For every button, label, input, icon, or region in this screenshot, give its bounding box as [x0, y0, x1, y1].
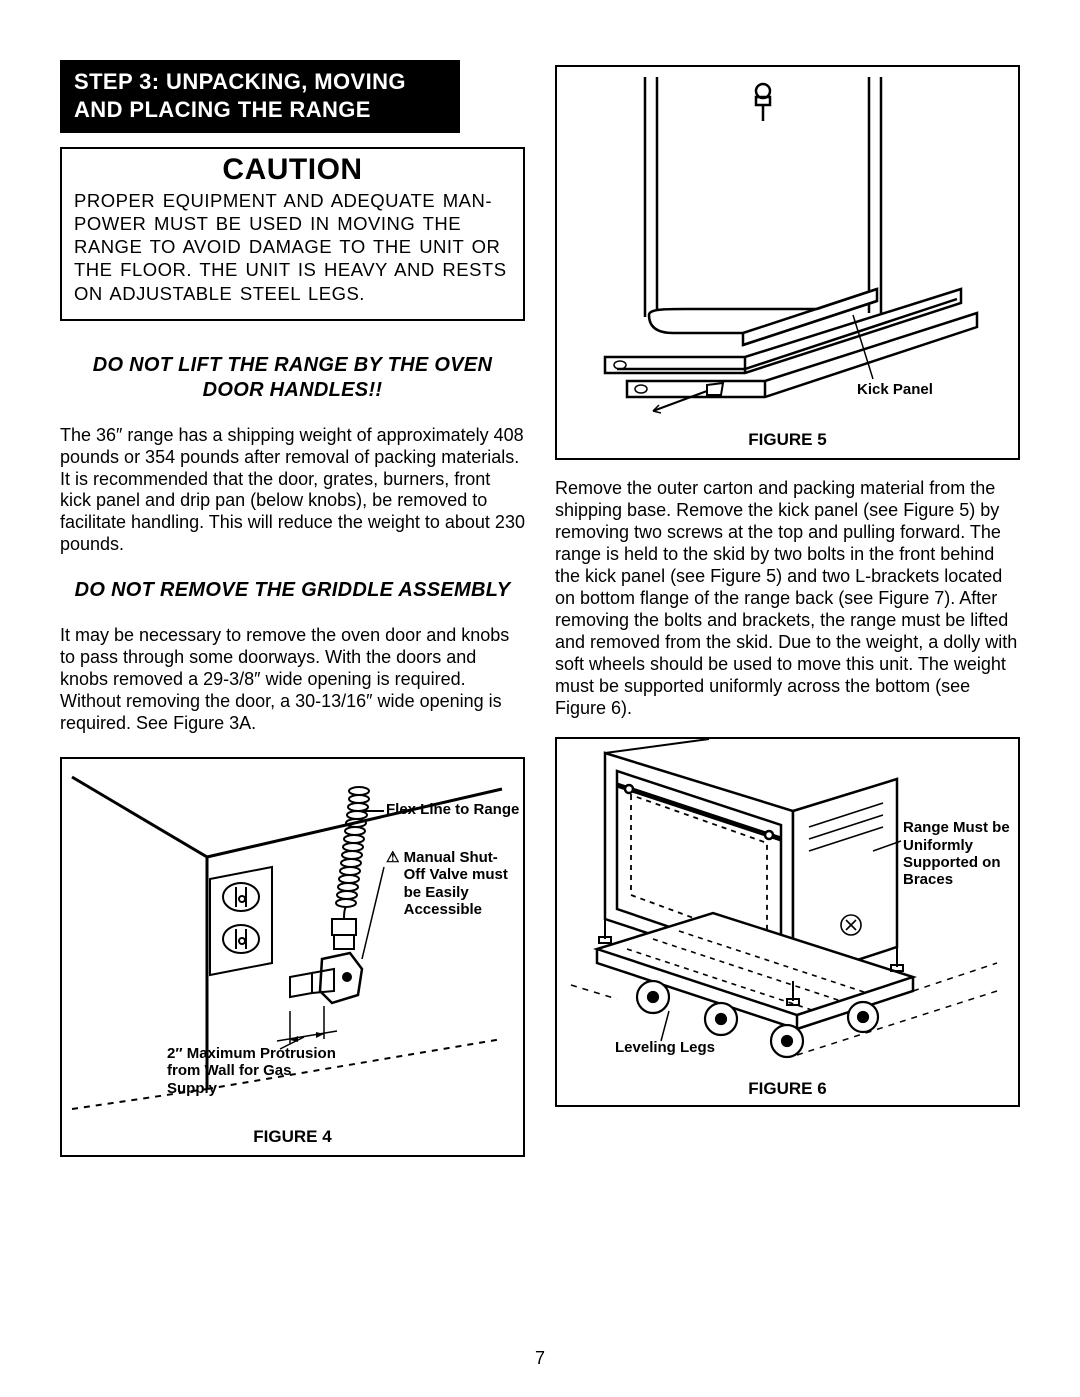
fig6-ann-support: Range Must be Uniformly Supported on Bra… [903, 819, 1013, 888]
fig5-caption: FIGURE 5 [557, 430, 1018, 450]
caution-box: CAUTION PROPER EQUIPMENT AND ADEQUATE MA… [60, 147, 525, 321]
figure-5: Kick Panel FIGURE 5 [555, 65, 1020, 460]
two-column-layout: STEP 3: UNPACKING, MOVING AND PLACING TH… [60, 60, 1020, 1157]
warning-icon: ⚠ [386, 849, 399, 866]
caution-title: CAUTION [74, 153, 511, 187]
warning-do-not-lift: DO NOT LIFT THE RANGE BY THE OVEN DOOR H… [60, 353, 525, 403]
figure-5-svg [557, 67, 1017, 432]
fig6-caption: FIGURE 6 [557, 1079, 1018, 1099]
fig4-ann-flex: Flex Line to Range [386, 801, 519, 818]
right-column: Kick Panel FIGURE 5 Remove the outer car… [555, 60, 1020, 1157]
figure-6-svg [557, 739, 1017, 1079]
figure-4: Flex Line to Range ⚠ Manual Shut-Off Val… [60, 757, 525, 1157]
paragraph-doorway-width: It may be necessary to remove the oven d… [60, 625, 525, 735]
left-column: STEP 3: UNPACKING, MOVING AND PLACING TH… [60, 60, 525, 1157]
paragraph-shipping-weight: The 36″ range has a shipping weight of a… [60, 425, 525, 557]
caution-body: PROPER EQUIPMENT AND ADEQUATE MAN-POWER … [74, 189, 511, 305]
step-banner: STEP 3: UNPACKING, MOVING AND PLACING TH… [60, 60, 460, 133]
fig4-ann-valve: Manual Shut-Off Valve must be Easily Acc… [404, 849, 512, 918]
figure-6: Range Must be Uniformly Supported on Bra… [555, 737, 1020, 1107]
fig4-ann-protrusion: 2″ Maximum Protrusion from Wall for Gas … [167, 1045, 337, 1097]
fig4-caption: FIGURE 4 [62, 1127, 523, 1147]
warning-do-not-remove-griddle: DO NOT REMOVE THE GRIDDLE ASSEMBLY [60, 578, 525, 603]
page-number: 7 [0, 1348, 1080, 1369]
fig6-ann-legs: Leveling Legs [615, 1039, 715, 1056]
fig5-ann-kick: Kick Panel [857, 381, 933, 398]
paragraph-remove-carton: Remove the outer carton and packing mate… [555, 478, 1020, 719]
